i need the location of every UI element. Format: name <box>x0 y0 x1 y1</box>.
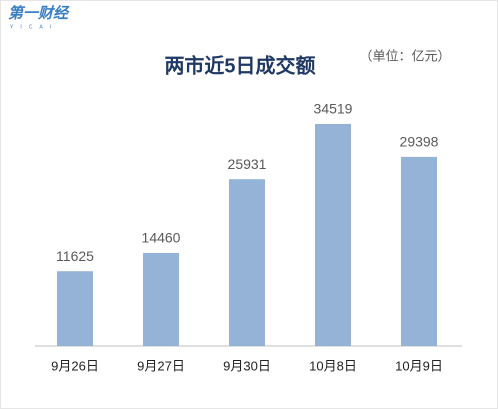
data-label: 11625 <box>56 248 94 264</box>
bar <box>315 123 351 346</box>
x-tick-label: 9月27日 <box>137 358 185 373</box>
x-tick-label: 10月8日 <box>309 358 357 373</box>
x-tick-label: 10月9日 <box>395 358 443 373</box>
chart-subtitle: （单位：亿元） <box>359 48 450 63</box>
chart-title: 两市近5日成交额 <box>164 53 315 77</box>
x-tick-label: 9月26日 <box>51 358 99 373</box>
bar <box>143 252 179 346</box>
data-label: 29398 <box>400 134 439 150</box>
bar <box>229 179 265 346</box>
logo: 第一财经 <box>8 4 70 22</box>
x-tick-label: 9月30日 <box>223 358 271 373</box>
data-label: 25931 <box>228 156 267 172</box>
bar <box>57 271 93 346</box>
data-label: 14460 <box>142 230 181 246</box>
logo-sub: YICAI <box>10 24 58 30</box>
data-label: 34519 <box>314 101 353 117</box>
bar <box>401 156 437 346</box>
